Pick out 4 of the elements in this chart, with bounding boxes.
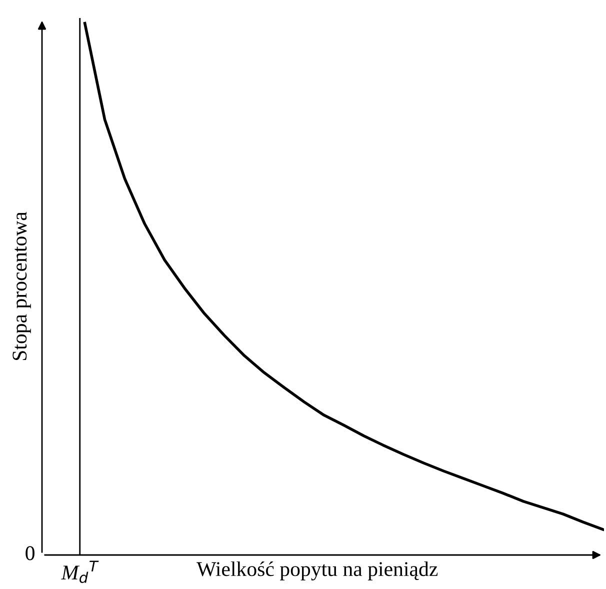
text: 0 bbox=[26, 546, 34, 560]
text: M$_{d}$$^{T}$ bbox=[61, 560, 99, 583]
x-axis-title: Wielkość popytu na pieniądz bbox=[196, 561, 438, 580]
y-axis-title: Stopa procentowa bbox=[12, 212, 31, 360]
